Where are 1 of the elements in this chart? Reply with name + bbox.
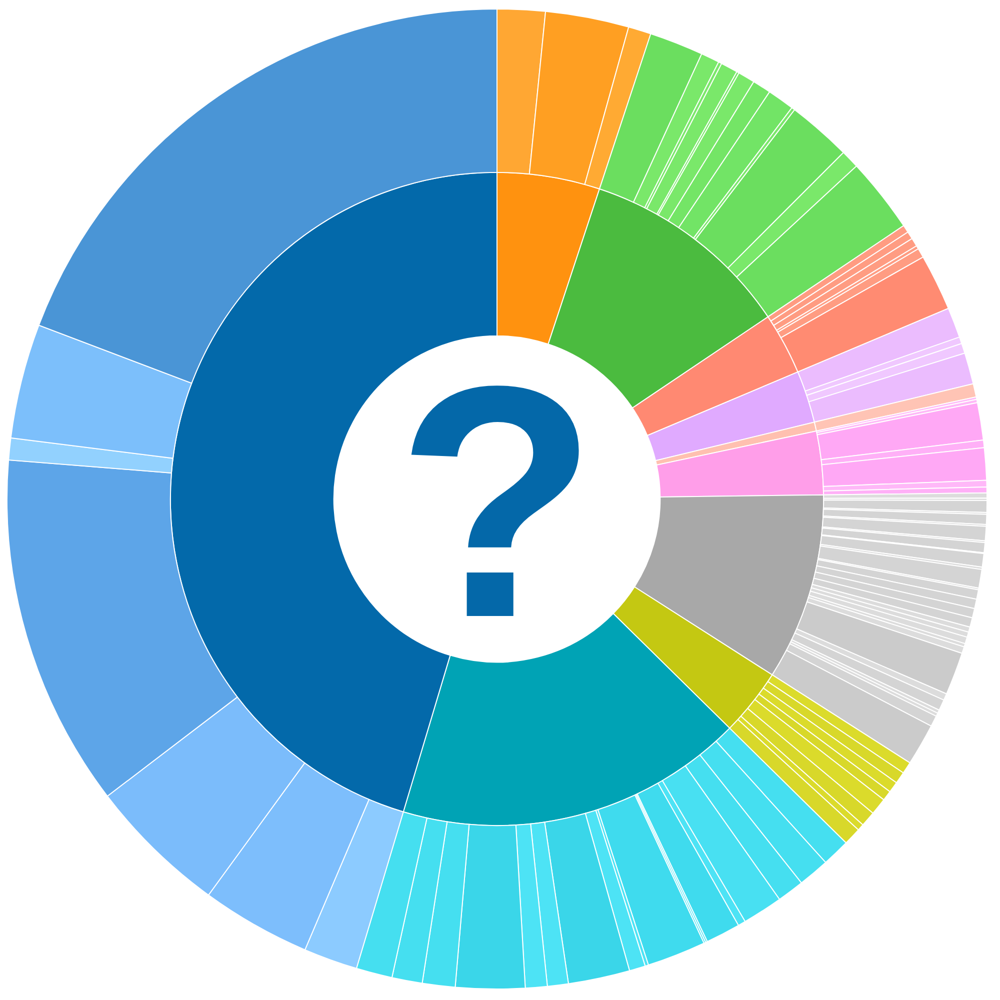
- text: ?: [396, 317, 598, 686]
